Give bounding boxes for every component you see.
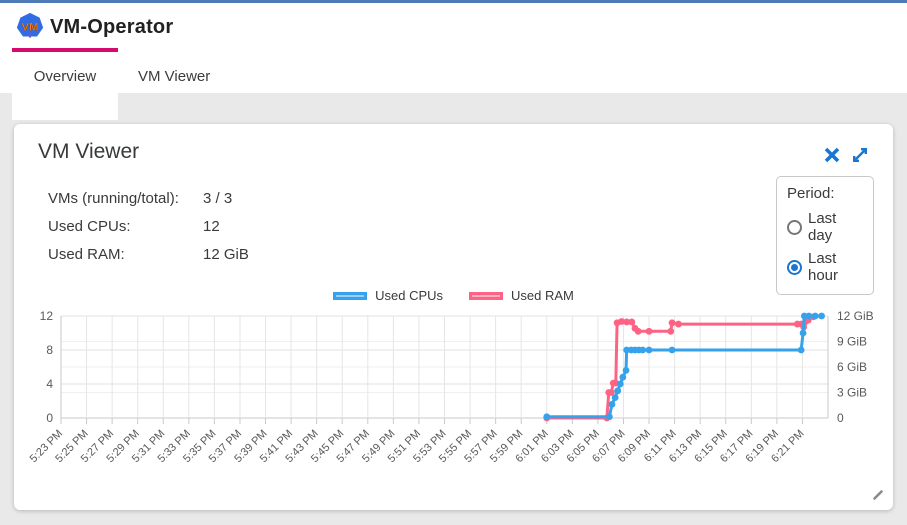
stat-row-cpus: Used CPUs: 12 — [48, 212, 249, 240]
data-point[interactable] — [543, 413, 551, 421]
data-point[interactable] — [818, 312, 826, 320]
data-point[interactable] — [805, 312, 813, 320]
app-title: VM-Operator — [50, 16, 174, 38]
data-point[interactable] — [668, 346, 676, 354]
stat-value-vms: 3 / 3 — [203, 189, 233, 207]
legend-swatch-ram — [469, 291, 504, 300]
data-point[interactable] — [628, 318, 636, 326]
data-point[interactable] — [619, 373, 627, 381]
y-right-tick-label: 12 GiB — [837, 309, 874, 323]
legend-item-cpus[interactable]: Used CPUs — [333, 288, 443, 303]
legend-label-ram: Used RAM — [511, 288, 574, 303]
usage-chart: 5:23 PM 5:25 PM 5:27 PM 5:29 PM 5:31 PM 5:33 … — [16, 302, 891, 502]
y-right-tick-label: 0 — [837, 411, 844, 425]
radio-last-hour[interactable]: Last hour — [787, 250, 863, 284]
y-left-tick-label: 8 — [46, 343, 53, 357]
data-point[interactable] — [611, 394, 619, 401]
stat-value-ram: 12 GiB — [203, 245, 249, 263]
data-point[interactable] — [645, 327, 653, 335]
tab-overview[interactable]: Overview — [12, 48, 118, 120]
radio-last-day-circle[interactable] — [787, 219, 802, 235]
data-point[interactable] — [797, 346, 805, 354]
stat-label-ram: Used RAM: — [48, 245, 125, 263]
card-title: VM Viewer — [38, 140, 140, 163]
y-left-tick-label: 4 — [46, 377, 53, 391]
vm-stats: VMs (running/total): 3 / 3 Used CPUs: 12… — [48, 184, 249, 268]
tab-vm-viewer[interactable]: VM Viewer — [138, 48, 228, 93]
data-point[interactable] — [675, 320, 682, 328]
tab-vm-viewer-label: VM Viewer — [138, 68, 211, 85]
data-point[interactable] — [668, 319, 676, 327]
y-left-tick-label: 12 — [40, 309, 54, 323]
data-point[interactable] — [639, 346, 647, 354]
data-point[interactable] — [618, 318, 625, 325]
stat-value-cpus: 12 — [203, 217, 220, 235]
expand-icon[interactable] — [851, 146, 869, 164]
stat-row-ram: Used RAM: 12 GiB — [48, 240, 249, 268]
data-point[interactable] — [608, 401, 616, 408]
top-progress-bar — [0, 0, 907, 3]
usage-chart-canvas: 5:23 PM5:25 PM5:27 PM5:29 PM5:31 PM5:33 … — [28, 309, 874, 465]
radio-last-hour-circle[interactable] — [787, 259, 802, 275]
data-point[interactable] — [614, 387, 622, 395]
chart-legend: Used CPUs Used RAM — [14, 288, 893, 303]
y-right-tick-label: 6 GiB — [837, 360, 867, 374]
period-label: Period: — [787, 185, 835, 202]
stat-label-vms: VMs (running/total): — [48, 189, 179, 207]
data-point[interactable] — [667, 327, 675, 335]
close-icon[interactable] — [823, 146, 841, 164]
y-left-tick-label: 0 — [46, 411, 53, 425]
radio-last-hour-label: Last hour — [808, 250, 839, 284]
series-line-cpus — [545, 314, 824, 419]
radio-last-day-label: Last day — [808, 210, 837, 244]
data-point[interactable] — [645, 346, 653, 354]
vm-operator-logo-icon: VM — [16, 12, 44, 39]
data-point[interactable] — [634, 327, 642, 335]
app-header: VM VM-Operator — [0, 3, 907, 48]
legend-item-ram[interactable]: Used RAM — [469, 288, 574, 303]
stat-row-vms: VMs (running/total): 3 / 3 — [48, 184, 249, 212]
stat-label-cpus: Used CPUs: — [48, 217, 131, 235]
vm-viewer-card: VM Viewer VMs (running/total): 3 / 3 Use… — [14, 124, 893, 510]
data-point[interactable] — [623, 318, 631, 326]
period-selector: Period: Last day Last hour — [776, 176, 874, 295]
data-point[interactable] — [616, 380, 624, 388]
resize-handle-icon[interactable] — [871, 488, 885, 502]
data-point[interactable] — [606, 413, 613, 421]
data-point[interactable] — [799, 329, 807, 337]
legend-swatch-cpus — [333, 291, 368, 300]
tab-bar — [0, 48, 907, 93]
y-right-tick-label: 9 GiB — [837, 335, 867, 349]
data-point[interactable] — [622, 367, 630, 374]
legend-label-cpus: Used CPUs — [375, 288, 444, 303]
svg-text:VM: VM — [21, 21, 38, 33]
radio-last-day[interactable]: Last day — [787, 210, 863, 244]
tab-overview-label: Overview — [33, 68, 97, 85]
data-point[interactable] — [811, 312, 819, 320]
y-right-tick-label: 3 GiB — [837, 386, 867, 400]
data-point[interactable] — [607, 389, 615, 396]
